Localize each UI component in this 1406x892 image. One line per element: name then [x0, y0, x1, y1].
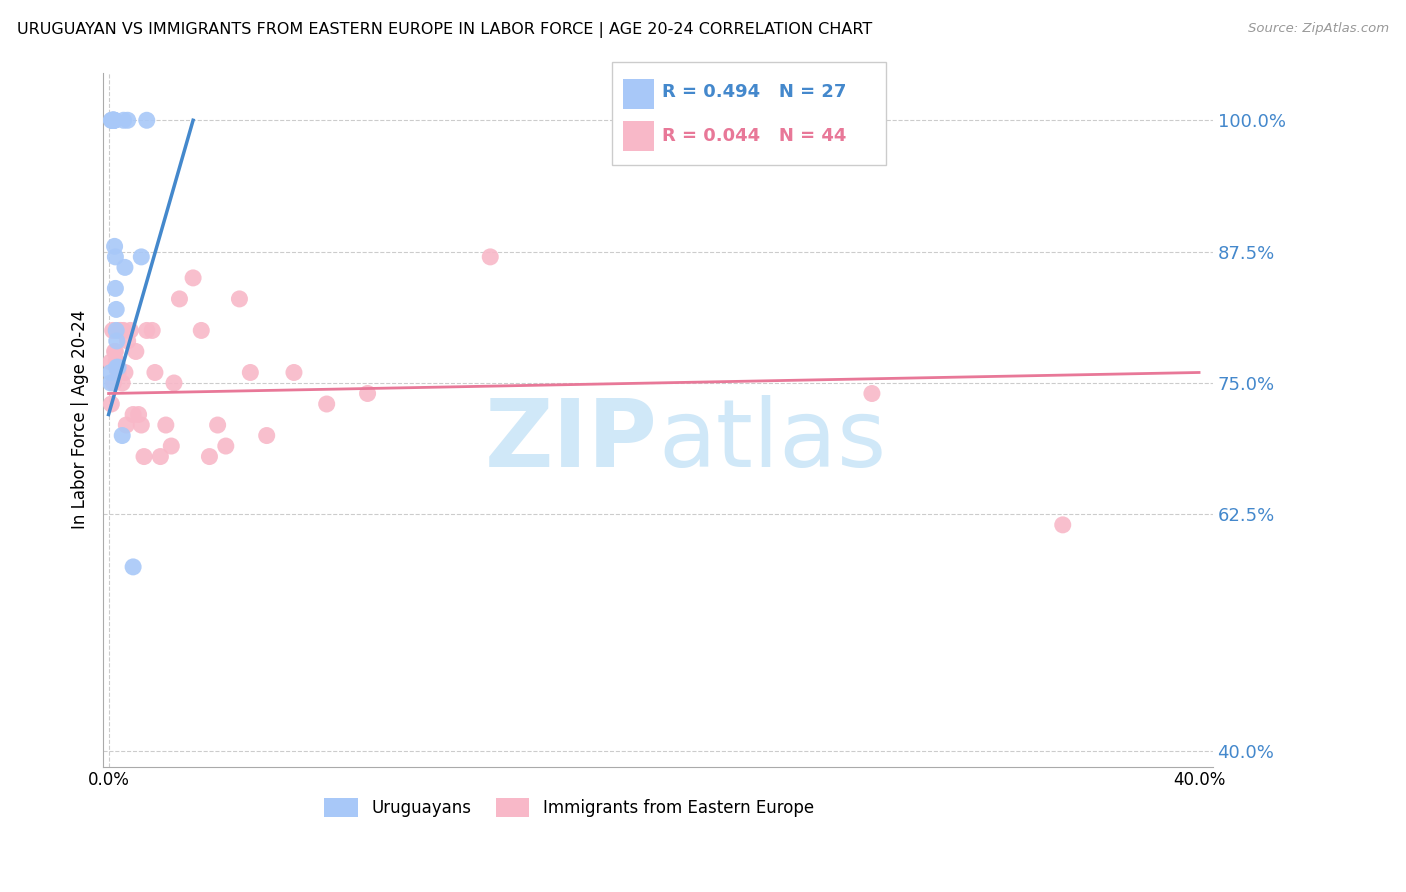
Point: [103, 344, 125, 359]
Point: [103, 113, 125, 128]
Point: [1052, 517, 1074, 532]
Point: [105, 355, 128, 369]
Point: [104, 344, 127, 359]
Point: [103, 113, 125, 128]
Point: [100, 397, 122, 411]
Point: [101, 113, 124, 128]
Point: [125, 344, 148, 359]
Point: [122, 560, 145, 574]
Point: [104, 250, 127, 264]
Legend: Uruguayans, Immigrants from Eastern Europe: Uruguayans, Immigrants from Eastern Euro…: [318, 791, 821, 824]
Point: [122, 408, 145, 422]
Point: [105, 323, 128, 337]
Point: [105, 360, 128, 375]
Point: [190, 323, 212, 337]
Text: Source: ZipAtlas.com: Source: ZipAtlas.com: [1249, 22, 1389, 36]
Point: [479, 250, 502, 264]
Point: [107, 366, 129, 380]
Point: [135, 323, 157, 337]
Point: [103, 376, 125, 390]
Point: [107, 360, 129, 375]
Point: [356, 386, 378, 401]
Point: [108, 323, 131, 337]
Point: [114, 260, 136, 275]
Point: [315, 397, 337, 411]
Point: [101, 113, 124, 128]
Point: [215, 439, 238, 453]
Text: ZIP: ZIP: [485, 394, 658, 486]
Point: [117, 334, 139, 348]
Point: [105, 355, 128, 369]
Point: [207, 417, 229, 432]
Point: [155, 417, 177, 432]
Point: [169, 292, 191, 306]
Point: [283, 366, 305, 380]
Point: [100, 376, 122, 390]
Point: [114, 366, 136, 380]
Point: [115, 417, 138, 432]
Point: [104, 281, 127, 295]
Point: [129, 250, 152, 264]
Point: [100, 366, 122, 380]
Point: [149, 450, 172, 464]
Point: [860, 386, 883, 401]
Point: [100, 113, 122, 128]
Point: [103, 239, 125, 253]
Point: [163, 376, 186, 390]
Point: [112, 323, 135, 337]
Point: [128, 408, 150, 422]
Point: [100, 355, 122, 369]
Point: [198, 450, 221, 464]
Point: [101, 113, 124, 128]
Point: [135, 113, 157, 128]
Text: atlas: atlas: [658, 394, 886, 486]
Point: [141, 323, 163, 337]
Text: R = 0.494   N = 27: R = 0.494 N = 27: [662, 83, 846, 101]
Point: [110, 323, 132, 337]
Point: [105, 334, 128, 348]
Point: [105, 302, 128, 317]
Point: [120, 323, 142, 337]
Point: [103, 113, 125, 128]
Point: [143, 366, 166, 380]
Point: [160, 439, 183, 453]
Point: [117, 113, 139, 128]
Point: [112, 113, 135, 128]
Point: [103, 113, 125, 128]
Text: URUGUAYAN VS IMMIGRANTS FROM EASTERN EUROPE IN LABOR FORCE | AGE 20-24 CORRELATI: URUGUAYAN VS IMMIGRANTS FROM EASTERN EUR…: [17, 22, 872, 38]
Point: [129, 417, 152, 432]
Point: [228, 292, 250, 306]
Y-axis label: In Labor Force | Age 20-24: In Labor Force | Age 20-24: [72, 310, 89, 529]
Point: [181, 271, 204, 285]
Point: [132, 450, 155, 464]
Point: [239, 366, 262, 380]
Point: [256, 428, 278, 442]
Point: [103, 113, 125, 128]
Point: [101, 323, 124, 337]
Point: [103, 113, 125, 128]
Point: [111, 428, 134, 442]
Point: [111, 376, 134, 390]
Text: R = 0.044   N = 44: R = 0.044 N = 44: [662, 127, 846, 145]
